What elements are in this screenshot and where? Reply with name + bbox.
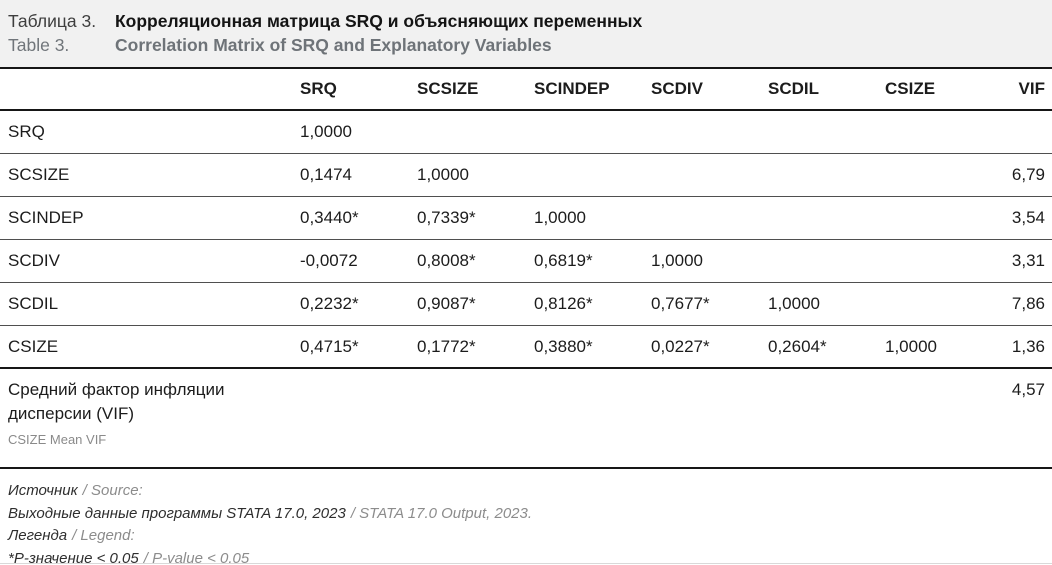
column-header-vif: VIF [1018, 79, 1045, 98]
table-title-en-row: Table 3. Correlation Matrix of SRQ and E… [8, 33, 1044, 57]
correlation-value: 1,0000 [885, 336, 937, 356]
footnote-en: / STATA 17.0 Output, 2023. [350, 504, 533, 522]
mean-vif-label-ru: Средний фактор инфляции дисперсии (VIF) [8, 380, 225, 423]
correlation-value: 1,0000 [417, 165, 469, 184]
correlation-value: 0,3440* [300, 208, 359, 227]
table-row: SCSIZE 0,1474 1,0000 6,79 [0, 154, 1052, 197]
matrix-body: SRQ 1,0000 SCSIZE 0,1474 1,0000 6,79 SCINDEP 0,… [0, 111, 1052, 369]
row-label: SCSIZE [8, 165, 70, 184]
vif-value: 6,79 [1011, 165, 1045, 184]
footnote-line: *P-значение < 0,05 / P-value < 0.05 [8, 548, 1044, 564]
correlation-value: 0,9087* [417, 294, 476, 313]
footnote-en: / Legend: [72, 527, 135, 544]
mean-vif-value: 4,57 [1011, 380, 1045, 399]
correlation-value: 1,0000 [534, 208, 586, 227]
table-title-ru: Корреляционная матрица SRQ и объясняющих… [115, 11, 643, 31]
column-header-scsize: SCSIZE [417, 79, 479, 98]
column-header-csize: CSIZE [885, 79, 936, 98]
table-title-block: Таблица 3. Корреляционная матрица SRQ и … [0, 0, 1052, 69]
correlation-value: 0,6819* [534, 251, 593, 270]
correlation-value: 0,0227* [651, 336, 710, 356]
footnote-line: Легенда / Legend: [8, 525, 1044, 548]
mean-vif-row: Средний фактор инфляции дисперсии (VIF) … [0, 369, 1052, 469]
column-header-scindep: SCINDEP [534, 79, 610, 98]
correlation-value: -0,0072 [300, 251, 358, 270]
table-title-en: Correlation Matrix of SRQ and Explanator… [115, 35, 552, 55]
table-row: SCDIL 0,2232* 0,9087* 0,8126* 0,7677* 1,0000 7… [0, 283, 1052, 326]
table-number-en: Table 3. [8, 35, 70, 55]
column-header-scdiv: SCDIV [651, 79, 703, 98]
footnote-ru: *P-значение < 0,05 [8, 549, 139, 564]
footnote-line: Выходные данные программы STATA 17.0, 20… [8, 503, 1044, 526]
correlation-value: 0,7677* [651, 294, 710, 313]
row-label: CSIZE [8, 336, 59, 356]
vif-value: 3,31 [1011, 251, 1045, 270]
correlation-value: 0,3880* [534, 336, 593, 356]
footnote-ru: Источник [8, 482, 78, 499]
correlation-matrix-table: SRQ SCSIZE SCINDEP SCDIV SCDIL CSIZE VIF SRQ 1,… [0, 69, 1052, 469]
row-label: SCINDEP [8, 208, 84, 227]
table-row: SRQ 1,0000 [0, 111, 1052, 154]
vif-value: 1,36 [1011, 336, 1045, 356]
vif-value: 3,54 [1011, 208, 1045, 227]
correlation-value: 0,4715* [300, 336, 359, 356]
row-label: SCDIL [8, 294, 59, 313]
table-title-ru-row: Таблица 3. Корреляционная матрица SRQ и … [8, 9, 1044, 33]
footnote-en: / Source: [82, 482, 143, 499]
correlation-value: 0,8008* [417, 251, 476, 270]
correlation-value: 0,8126* [534, 294, 593, 313]
footnote-en: / P-value < 0.05 [143, 549, 250, 564]
table-row: SCDIV -0,0072 0,8008* 0,6819* 1,0000 3,31 [0, 240, 1052, 283]
row-label: SCDIV [8, 251, 60, 270]
table-footnotes: Источник / Source: Выходные данные програм… [0, 469, 1052, 564]
column-header-scdil: SCDIL [768, 79, 819, 98]
correlation-value: 1,0000 [768, 294, 820, 313]
vif-value: 7,86 [1011, 294, 1045, 313]
mean-vif-label-en: CSIZE Mean VIF [8, 432, 107, 447]
correlation-value: 1,0000 [300, 122, 352, 141]
correlation-value: 0,2604* [768, 336, 827, 356]
correlation-value: 1,0000 [651, 251, 703, 270]
footnote-ru: Легенда [8, 527, 68, 544]
row-label: SRQ [8, 122, 45, 141]
correlation-value: 0,1772* [417, 336, 476, 356]
footnote-ru: Выходные данные программы STATA 17.0, 20… [8, 504, 346, 522]
correlation-value: 0,1474 [300, 165, 352, 184]
column-header-srq: SRQ [300, 79, 337, 98]
correlation-value: 0,7339* [417, 208, 476, 227]
table-number-ru: Таблица 3. [8, 11, 97, 31]
correlation-value: 0,2232* [300, 294, 359, 313]
table-row: CSIZE 0,4715* 0,1772* 0,3880* 0,0227* 0,2604*… [0, 326, 1052, 369]
table-row: SCINDEP 0,3440* 0,7339* 1,0000 3,54 [0, 197, 1052, 240]
mean-vif-label-cell: Средний фактор инфляции дисперсии (VIF) … [0, 378, 994, 447]
matrix-header-row: SRQ SCSIZE SCINDEP SCDIV SCDIL CSIZE VIF [0, 69, 1052, 111]
footnote-line: Источник / Source: [8, 480, 1044, 503]
